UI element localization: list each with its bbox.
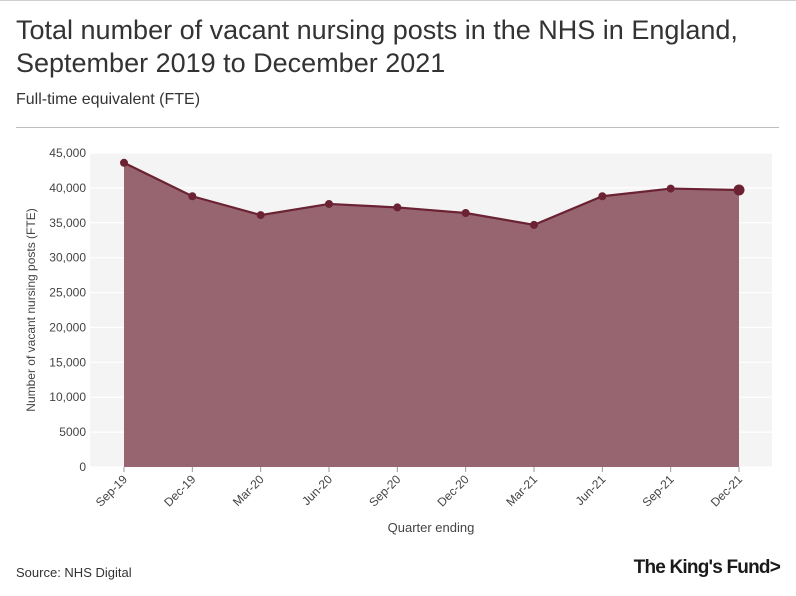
data-point <box>530 220 538 229</box>
y-tick-label: 40,000 <box>49 181 86 195</box>
chart-subtitle: Full-time equivalent (FTE) <box>16 91 201 108</box>
source-note: Source: NHS Digital <box>16 565 132 580</box>
x-tick-label: Mar-21 <box>503 472 540 509</box>
y-tick-label: 25,000 <box>49 286 86 300</box>
kings-fund-logo: The King's Fund> <box>633 557 781 578</box>
top-rule <box>0 0 796 1</box>
y-tick-labels: 0 5000 10,000 15,000 20,000 25,000 30,000 35,00… <box>49 146 86 474</box>
y-tick-label: 45,000 <box>49 146 86 160</box>
y-axis-label: Number of vacant nursing posts (FTE) <box>24 208 38 411</box>
area-fill <box>124 162 739 467</box>
x-tick-label: Dec-19 <box>161 472 198 509</box>
x-tick-label: Sep-21 <box>640 472 677 509</box>
x-tick-label: Sep-20 <box>366 472 403 509</box>
x-tick-label: Dec-21 <box>708 472 745 509</box>
y-tick-label: 15,000 <box>49 355 86 369</box>
series-line <box>123 161 740 227</box>
data-point <box>393 203 402 212</box>
data-point <box>256 211 265 220</box>
y-tick-label: 0 <box>79 460 86 474</box>
x-tick-label: Jun-20 <box>299 472 335 508</box>
y-tick-label: 10,000 <box>49 390 86 404</box>
x-tick-label: Jun-21 <box>573 472 609 508</box>
data-point <box>461 209 470 218</box>
chart-title: Total number of vacant nursing posts in … <box>16 15 738 78</box>
x-tick-label: Dec-20 <box>435 472 472 509</box>
y-tick-label: 5000 <box>59 425 86 439</box>
header-divider <box>16 127 779 128</box>
x-tick-label: Sep-19 <box>93 472 130 509</box>
y-tick-label: 20,000 <box>49 320 86 334</box>
data-point <box>733 184 745 196</box>
x-axis-label: Quarter ending <box>388 520 475 535</box>
x-tick-label: Mar-20 <box>230 472 267 509</box>
data-point <box>325 199 333 208</box>
data-point <box>120 158 128 167</box>
data-point <box>666 184 675 193</box>
x-tick-labels: Sep-19 Dec-19 Mar-20 Jun-20 Sep-20 Dec-20 Mar-… <box>93 467 745 509</box>
area-chart: 0 5000 10,000 15,000 20,000 25,000 30,000 35,00… <box>24 146 772 535</box>
data-point <box>188 192 197 201</box>
data-point <box>598 192 607 201</box>
y-tick-label: 35,000 <box>49 216 86 230</box>
data-points <box>120 158 745 229</box>
y-tick-label: 30,000 <box>49 251 86 265</box>
